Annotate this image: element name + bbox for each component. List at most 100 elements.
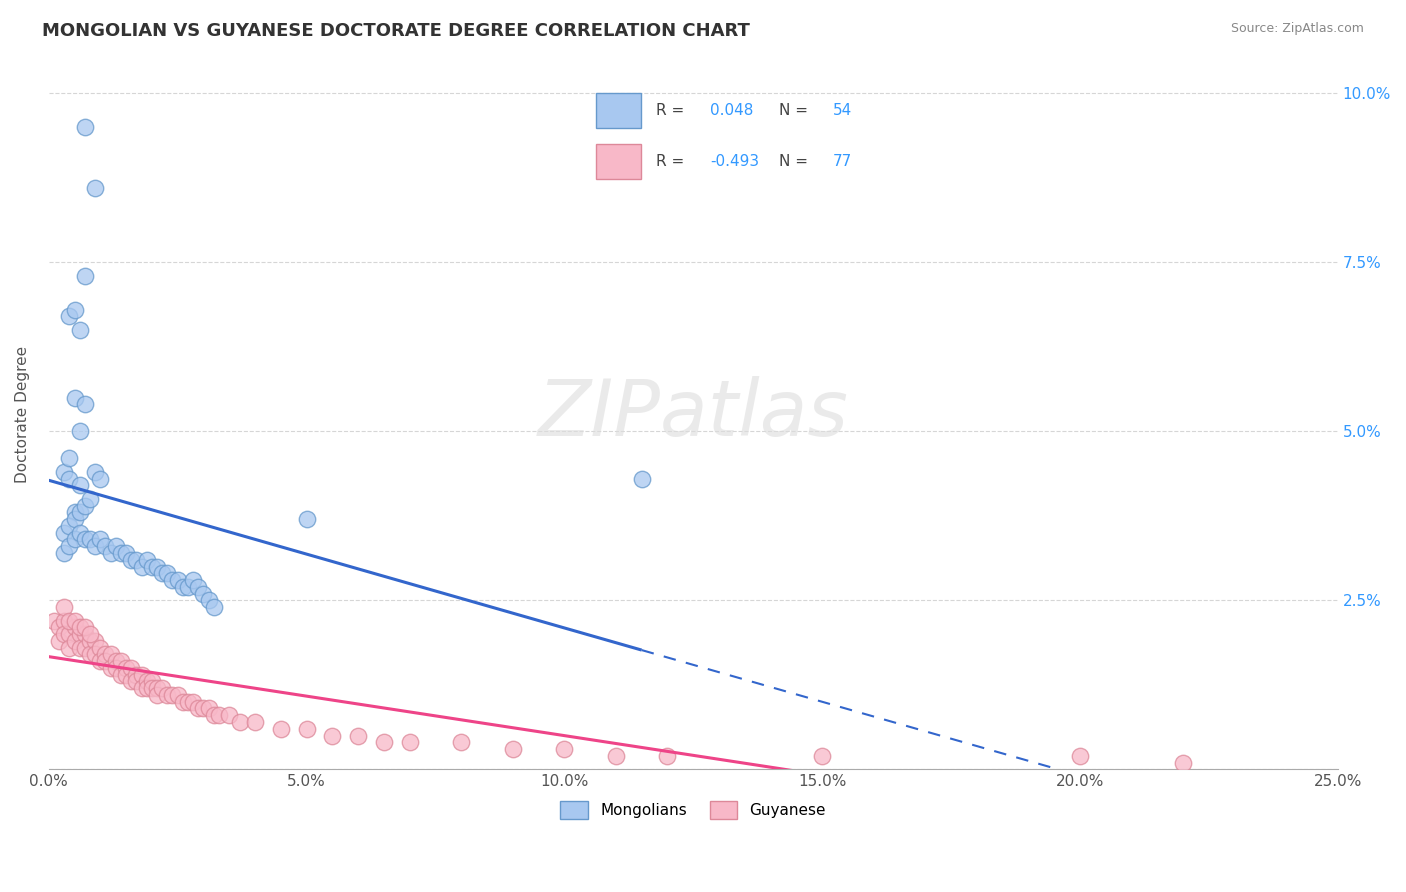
Point bbox=[73, 268, 96, 283]
Point bbox=[53, 627, 76, 641]
Point bbox=[79, 533, 101, 547]
Point bbox=[347, 729, 370, 743]
Point bbox=[187, 580, 209, 594]
Point bbox=[120, 674, 142, 689]
Point bbox=[63, 533, 86, 547]
Point bbox=[73, 620, 96, 634]
Point bbox=[104, 661, 127, 675]
Point bbox=[181, 695, 204, 709]
Point bbox=[63, 614, 86, 628]
Point bbox=[79, 648, 101, 662]
Point bbox=[1069, 748, 1091, 763]
Point bbox=[295, 512, 318, 526]
Point bbox=[115, 546, 138, 560]
Point bbox=[146, 681, 169, 696]
Point bbox=[502, 742, 524, 756]
Point bbox=[172, 580, 194, 594]
Point bbox=[398, 735, 420, 749]
Point bbox=[450, 735, 472, 749]
Point bbox=[58, 640, 80, 655]
Point bbox=[125, 674, 148, 689]
Point bbox=[69, 640, 91, 655]
Point bbox=[156, 688, 179, 702]
Point bbox=[94, 539, 117, 553]
Point bbox=[84, 539, 107, 553]
Point bbox=[89, 640, 111, 655]
Point bbox=[48, 620, 70, 634]
Point bbox=[166, 573, 188, 587]
Text: ZIPatlas: ZIPatlas bbox=[538, 376, 849, 452]
Point bbox=[100, 648, 122, 662]
Point bbox=[115, 661, 138, 675]
Point bbox=[202, 708, 225, 723]
Point bbox=[94, 648, 117, 662]
Point bbox=[120, 661, 142, 675]
Point bbox=[135, 674, 157, 689]
Point bbox=[53, 465, 76, 479]
Point bbox=[187, 701, 209, 715]
Point bbox=[58, 310, 80, 324]
Point bbox=[243, 714, 266, 729]
Point bbox=[270, 722, 292, 736]
Point bbox=[58, 472, 80, 486]
Point bbox=[172, 695, 194, 709]
Point bbox=[110, 654, 132, 668]
Point bbox=[202, 600, 225, 615]
Point bbox=[110, 546, 132, 560]
Text: Source: ZipAtlas.com: Source: ZipAtlas.com bbox=[1230, 22, 1364, 36]
Point bbox=[42, 614, 65, 628]
Point bbox=[94, 654, 117, 668]
Point bbox=[73, 627, 96, 641]
Point bbox=[295, 722, 318, 736]
Point bbox=[63, 506, 86, 520]
Point bbox=[84, 633, 107, 648]
Point bbox=[100, 546, 122, 560]
Point bbox=[657, 748, 679, 763]
Point bbox=[131, 667, 153, 681]
Point bbox=[125, 553, 148, 567]
Point bbox=[181, 573, 204, 587]
Point bbox=[156, 566, 179, 581]
Point bbox=[208, 708, 231, 723]
Point bbox=[630, 472, 652, 486]
Point bbox=[89, 533, 111, 547]
Point bbox=[69, 506, 91, 520]
Point bbox=[58, 614, 80, 628]
Point bbox=[553, 742, 575, 756]
Point bbox=[177, 695, 200, 709]
Text: MONGOLIAN VS GUYANESE DOCTORATE DEGREE CORRELATION CHART: MONGOLIAN VS GUYANESE DOCTORATE DEGREE C… bbox=[42, 22, 749, 40]
Point bbox=[69, 620, 91, 634]
Point bbox=[84, 181, 107, 195]
Point bbox=[141, 681, 163, 696]
Point bbox=[58, 519, 80, 533]
Point bbox=[321, 729, 343, 743]
Point bbox=[53, 614, 76, 628]
Point bbox=[69, 425, 91, 439]
Point bbox=[69, 478, 91, 492]
Point bbox=[48, 633, 70, 648]
Point bbox=[150, 566, 173, 581]
Point bbox=[115, 667, 138, 681]
Point bbox=[79, 633, 101, 648]
Point bbox=[373, 735, 395, 749]
Point bbox=[58, 627, 80, 641]
Point bbox=[73, 640, 96, 655]
Point bbox=[131, 681, 153, 696]
Point bbox=[63, 620, 86, 634]
Point bbox=[193, 586, 215, 600]
Point bbox=[162, 573, 184, 587]
Point bbox=[63, 512, 86, 526]
Point bbox=[58, 539, 80, 553]
Point bbox=[135, 553, 157, 567]
Point bbox=[197, 701, 219, 715]
Point bbox=[146, 688, 169, 702]
Legend: Mongolians, Guyanese: Mongolians, Guyanese bbox=[554, 795, 832, 825]
Point bbox=[53, 525, 76, 540]
Point bbox=[141, 559, 163, 574]
Point bbox=[150, 681, 173, 696]
Point bbox=[73, 120, 96, 135]
Point bbox=[69, 323, 91, 337]
Point bbox=[69, 627, 91, 641]
Point bbox=[197, 593, 219, 607]
Point bbox=[1171, 756, 1194, 770]
